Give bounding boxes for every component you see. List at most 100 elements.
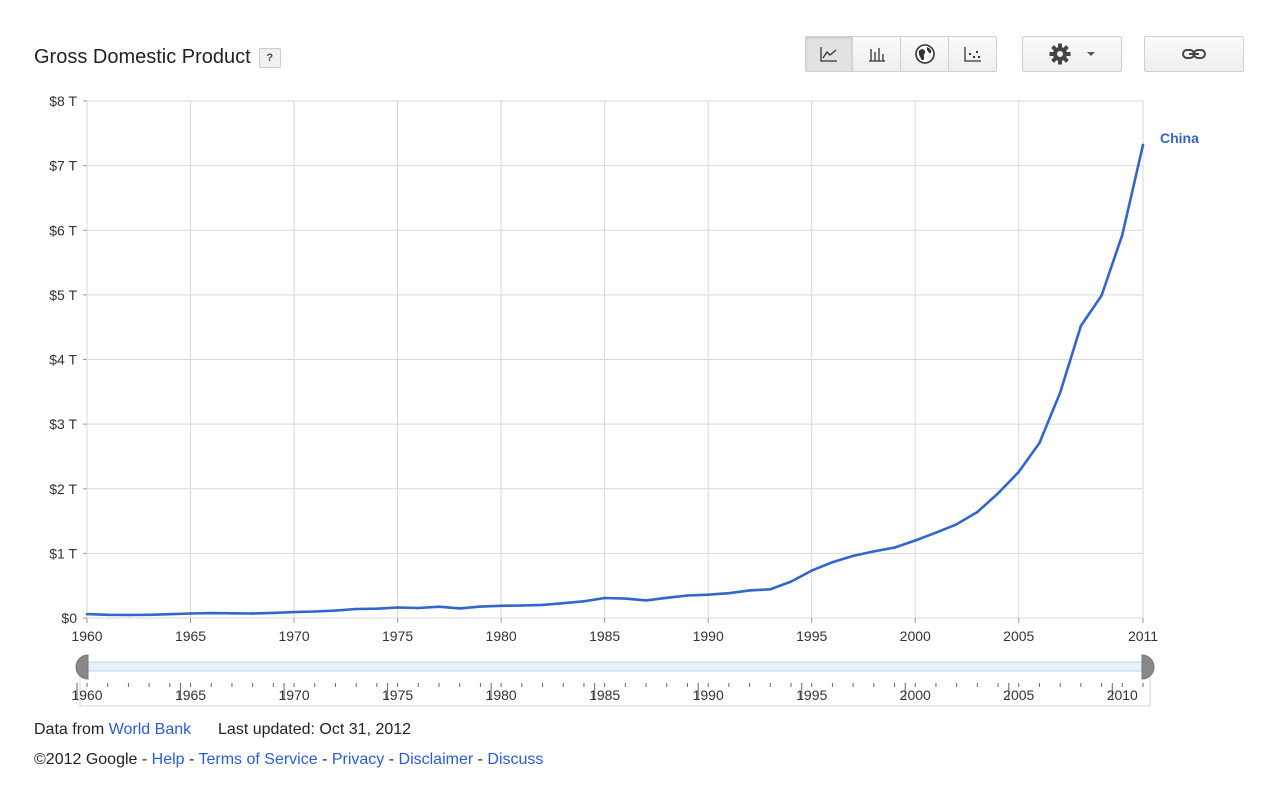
chevron-down-icon <box>1087 52 1095 56</box>
data-point <box>1017 470 1021 474</box>
chart-grid <box>83 100 1144 623</box>
data-point <box>1058 391 1062 394</box>
y-tick-label: $4 T <box>49 352 77 368</box>
y-tick-label: $2 T <box>49 481 77 497</box>
link-button[interactable] <box>1144 36 1244 72</box>
data-point <box>748 589 751 592</box>
slider-right-handle[interactable] <box>1141 654 1155 680</box>
x-tick-label: 1975 <box>382 628 413 644</box>
slider-year-label: 2010 <box>1107 687 1138 703</box>
data-point <box>499 604 503 608</box>
data-point <box>872 550 876 553</box>
data-point <box>437 605 441 608</box>
data-point <box>603 596 606 600</box>
data-point <box>458 607 462 610</box>
footer-links: ©2012 Google - Help - Terms of Service -… <box>34 751 544 768</box>
slider-year-label: 2005 <box>1003 687 1034 703</box>
map-icon <box>914 44 935 64</box>
last-updated-text: Last updated: Oct 31, 2012 <box>218 721 412 738</box>
y-axis-labels: $0 $1 T $2 T $3 T $4 T $5 T $6 T $7 T $8 T <box>49 93 77 626</box>
x-axis-labels: 1960 1965 1970 1975 1980 1985 1990 1995 2000 2005… <box>71 628 1158 644</box>
x-tick-label: 2005 <box>1003 628 1034 644</box>
data-point <box>396 606 399 609</box>
data-point <box>686 594 689 597</box>
help-button[interactable]: ? <box>258 47 281 68</box>
slider-year-label: 1960 <box>71 687 102 703</box>
y-tick-label: $3 T <box>49 416 77 432</box>
gdp-line-chart: $0$1 T$2 T$3 T$4 T$5 T$6 T$7 T$8 T 1960 1… <box>49 93 1199 707</box>
slider-year-label: 1990 <box>693 687 724 703</box>
slider-year-label: 1980 <box>486 687 517 703</box>
disclaimer-link[interactable]: Disclaimer <box>398 751 474 768</box>
data-point <box>996 491 1000 495</box>
slider-left-handle[interactable] <box>75 654 89 680</box>
data-point <box>313 610 317 613</box>
data-point <box>976 510 979 514</box>
data-point <box>106 613 110 617</box>
data-point <box>168 612 172 616</box>
bar-chart-icon <box>868 48 885 62</box>
data-point <box>479 605 482 608</box>
data-point <box>1079 324 1083 328</box>
data-point <box>913 539 917 542</box>
data-point <box>375 607 379 610</box>
data-point <box>230 612 234 615</box>
series-line-china <box>86 144 1145 617</box>
data-point <box>582 599 586 603</box>
data-point <box>1038 441 1041 445</box>
data-point <box>727 591 731 595</box>
x-tick-label: 1985 <box>589 628 620 644</box>
bar-chart-button[interactable] <box>853 36 901 72</box>
x-tick-label: 1990 <box>693 628 724 644</box>
data-source-link[interactable]: World Bank <box>108 721 192 738</box>
x-tick-label: 1995 <box>796 628 827 644</box>
data-point <box>665 596 669 600</box>
data-point <box>416 606 420 610</box>
x-tick-label: 1965 <box>175 628 206 644</box>
chart-type-toolbar <box>805 36 997 72</box>
y-tick-label: $6 T <box>49 222 77 238</box>
data-point <box>85 612 89 616</box>
data-point <box>147 613 151 617</box>
chart-series: China <box>85 130 1199 617</box>
data-point <box>541 603 544 607</box>
y-tick-label: $7 T <box>49 158 77 174</box>
data-source-line: Data from World Bank Last updated: Oct 3… <box>34 721 411 739</box>
data-point <box>272 611 275 615</box>
data-point <box>127 613 130 617</box>
data-point <box>789 580 793 583</box>
data-point <box>706 593 710 597</box>
discuss-link[interactable]: Discuss <box>487 751 544 768</box>
data-point <box>561 601 565 605</box>
slider-year-label: 1965 <box>175 687 206 703</box>
data-point <box>1141 143 1145 147</box>
privacy-link[interactable]: Privacy <box>331 751 385 768</box>
x-tick-label: 1960 <box>71 628 102 644</box>
data-point <box>955 522 958 526</box>
help-link[interactable]: Help <box>151 751 185 768</box>
scatter-icon <box>963 47 981 62</box>
x-tick-label: 1970 <box>278 628 309 644</box>
data-point <box>624 597 627 600</box>
data-from-label: Data from <box>34 721 105 738</box>
y-tick-label: $1 T <box>49 545 77 561</box>
map-chart-button[interactable] <box>901 36 949 72</box>
gear-icon <box>1049 43 1071 65</box>
x-tick-label: 2000 <box>900 628 931 644</box>
x-tick-label: 2011 <box>1128 628 1158 644</box>
data-point <box>1120 233 1124 237</box>
data-point <box>251 612 254 615</box>
data-point <box>768 588 772 591</box>
y-tick-label: $0 <box>61 610 77 626</box>
chart-header: Gross Domestic Product ? <box>34 46 281 69</box>
copyright-text: ©2012 Google <box>34 751 138 768</box>
settings-button[interactable] <box>1022 36 1122 72</box>
line-chart-button[interactable] <box>805 36 853 72</box>
terms-link[interactable]: Terms of Service <box>198 751 318 768</box>
slider-year-label: 1970 <box>278 687 309 703</box>
data-point <box>893 546 896 549</box>
series-label: China <box>1160 130 1199 146</box>
slider-year-label: 1985 <box>589 687 620 703</box>
time-range-slider[interactable]: 1960 1965 1970 1975 1980 1985 1990 1995 2000 2005… <box>71 654 1155 707</box>
scatter-chart-button[interactable] <box>949 36 997 72</box>
